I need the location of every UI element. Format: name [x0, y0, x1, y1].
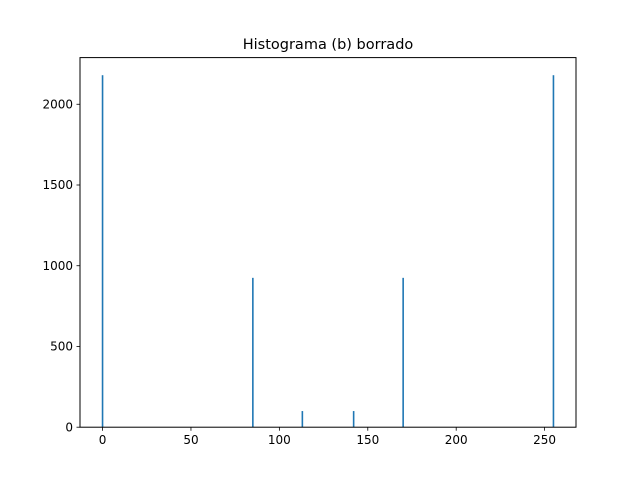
histogram-bar [252, 277, 254, 428]
plot-frame [79, 57, 577, 428]
y-tick-label: 500 [50, 340, 73, 354]
histogram-bar [352, 411, 355, 428]
y-tick-label: 2000 [42, 97, 73, 111]
histogram-bar [402, 277, 404, 428]
x-tick-label: 0 [99, 433, 107, 447]
x-tick-label: 250 [533, 433, 556, 447]
y-tick-label: 0 [65, 420, 73, 434]
x-tick-label: 200 [445, 433, 468, 447]
y-axis-ticks: 0 500 1000 1500 2000 [42, 97, 80, 434]
bar-series [101, 75, 555, 428]
chart-title: Histograma (b) borrado [243, 37, 414, 53]
x-tick-label: 150 [356, 433, 379, 447]
histogram-bar [101, 75, 104, 428]
histogram-bar [552, 75, 555, 428]
y-tick-label: 1500 [42, 178, 73, 192]
x-tick-label: 100 [268, 433, 291, 447]
x-tick-label: 50 [183, 433, 198, 447]
histogram-bar [301, 411, 304, 428]
y-tick-label: 1000 [42, 259, 73, 273]
x-axis-ticks: 0 50 100 150 200 250 [99, 427, 556, 447]
